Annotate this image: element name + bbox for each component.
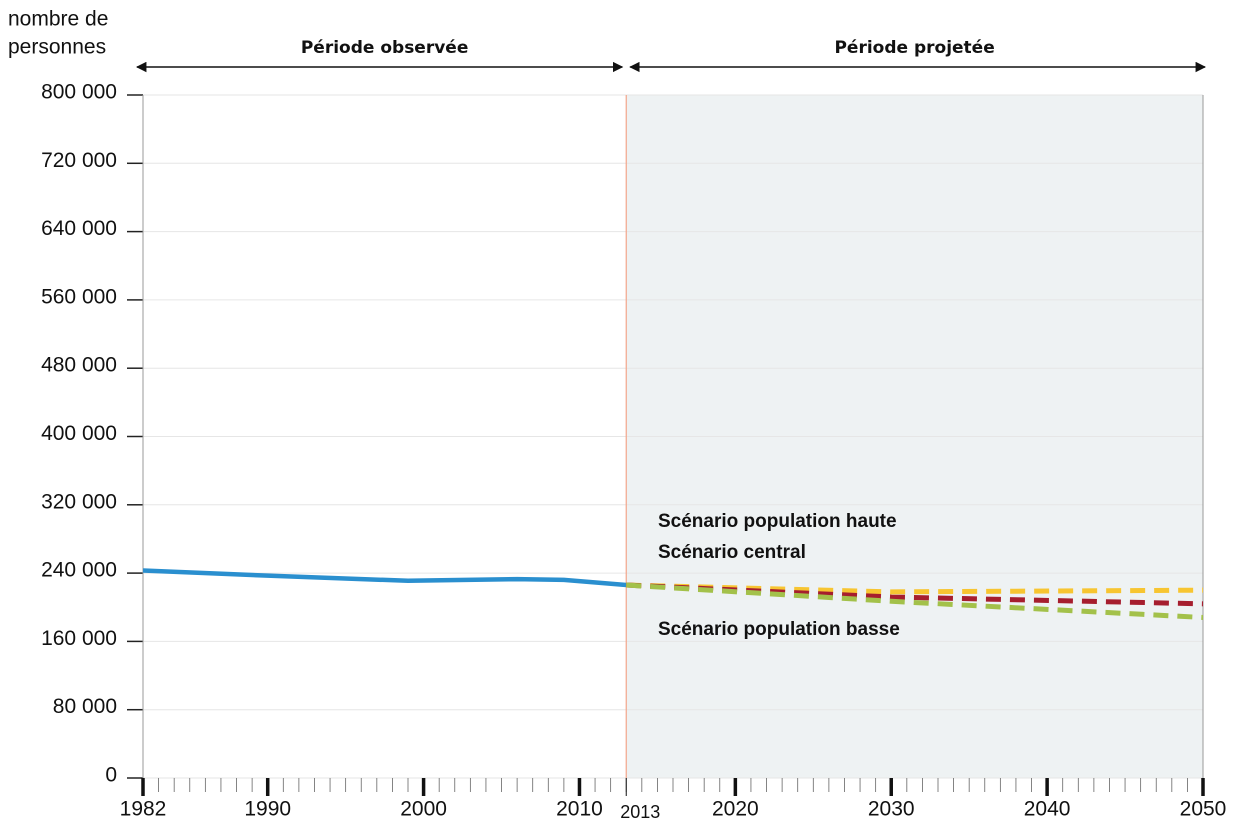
x-tick-label: 2040	[1024, 798, 1071, 821]
x-tick-label: 2030	[868, 798, 915, 821]
y-tick-label: 80 000	[53, 695, 117, 718]
x-tick-label: 2020	[712, 798, 759, 821]
x-tick-label: 1982	[120, 798, 167, 821]
series-label: Scénario population basse	[658, 619, 900, 640]
y-tick-label: 240 000	[41, 559, 117, 582]
y-tick-label: 160 000	[41, 627, 117, 650]
series-line	[626, 582, 1204, 620]
series-line	[626, 582, 1204, 607]
y-axis-label: nombre de	[8, 8, 108, 31]
y-tick-label: 320 000	[41, 490, 117, 513]
y-tick-label: 560 000	[41, 285, 117, 308]
y-tick-label: 800 000	[41, 81, 117, 104]
y-tick-label: 720 000	[41, 149, 117, 172]
series-line	[142, 568, 627, 588]
x-tick-label: 2050	[1180, 798, 1227, 821]
series-line	[626, 582, 1204, 595]
series-label: Scénario population haute	[658, 511, 897, 532]
x-tick-label: 2010	[556, 798, 603, 821]
x-tick-label: 2000	[400, 798, 447, 821]
y-tick-label: 480 000	[41, 354, 117, 377]
series-label: Scénario central	[658, 542, 806, 563]
period-label: Période observée	[301, 38, 469, 58]
y-axis-label: personnes	[8, 36, 106, 59]
period-label: Période projetée	[834, 38, 994, 58]
y-tick-label: 0	[105, 764, 117, 787]
x-tick-label: 1990	[244, 798, 291, 821]
y-tick-label: 640 000	[41, 217, 117, 240]
x-tick-label: 2013	[620, 802, 660, 822]
y-tick-label: 400 000	[41, 422, 117, 445]
